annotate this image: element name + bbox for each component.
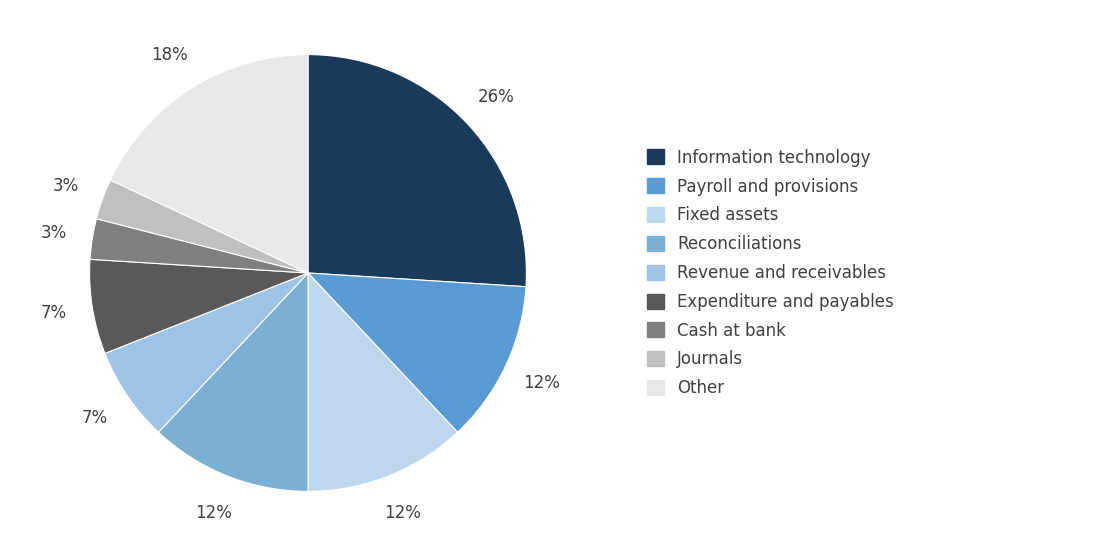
- Text: 3%: 3%: [40, 224, 66, 242]
- Text: 26%: 26%: [477, 87, 514, 105]
- Wedge shape: [308, 55, 526, 287]
- Wedge shape: [96, 180, 308, 273]
- Wedge shape: [159, 273, 308, 491]
- Text: 12%: 12%: [195, 503, 232, 521]
- Text: 3%: 3%: [53, 177, 78, 195]
- Text: 7%: 7%: [40, 304, 66, 322]
- Text: 12%: 12%: [523, 373, 560, 391]
- Legend: Information technology, Payroll and provisions, Fixed assets, Reconciliations, R: Information technology, Payroll and prov…: [638, 140, 903, 406]
- Wedge shape: [105, 273, 308, 432]
- Wedge shape: [308, 273, 526, 432]
- Wedge shape: [308, 273, 457, 491]
- Text: 12%: 12%: [384, 503, 421, 521]
- Text: 18%: 18%: [151, 46, 188, 64]
- Wedge shape: [111, 55, 308, 273]
- Wedge shape: [90, 219, 308, 273]
- Text: 7%: 7%: [82, 409, 108, 427]
- Wedge shape: [90, 259, 308, 353]
